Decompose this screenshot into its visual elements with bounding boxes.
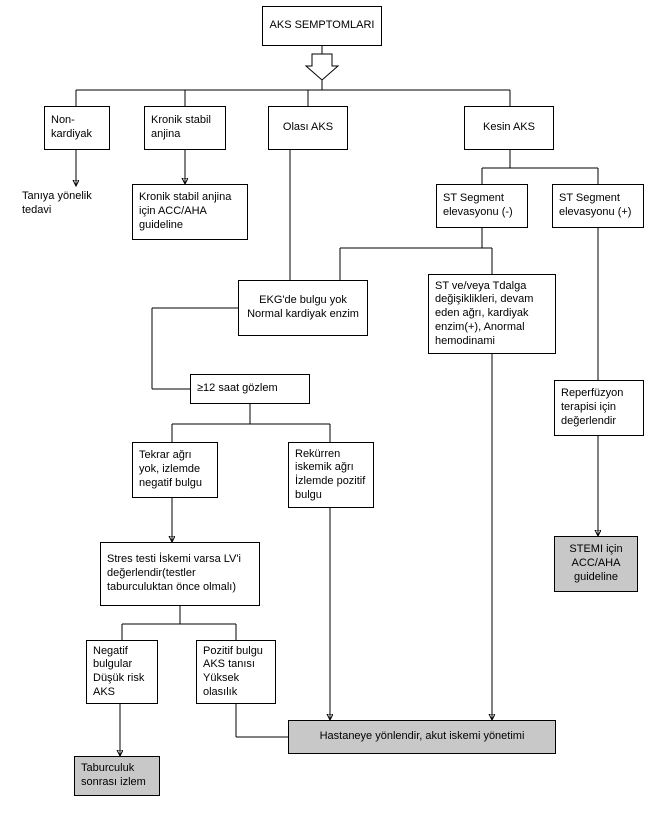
node-kronik-stabil: Kronik stabil anjina xyxy=(144,106,226,150)
node-hastaneye: Hastaneye yönlendir, akut iskemi yönetim… xyxy=(288,720,556,754)
node-stres-testi: Stres testi İskemi varsa LV'i değerlendi… xyxy=(100,542,260,606)
node-gozlem: ≥12 saat gözlem xyxy=(190,374,310,404)
node-rekurren: Rekürren iskemik ağrı İzlemde pozitif bu… xyxy=(288,442,374,508)
node-st-pos: ST Segment elevasyonu (+) xyxy=(552,184,644,228)
node-kronik-guideline: Kronik stabil anjina için ACC/AHA guidel… xyxy=(132,184,248,240)
flowchart-canvas: AKS SEMPTOMLARI Non- kardiyak Kronik sta… xyxy=(0,0,664,828)
node-olasi-aks: Olası AKS xyxy=(268,106,348,150)
node-taniya-yonelik: Tanıya yönelik tedavi xyxy=(22,190,122,218)
node-root: AKS SEMPTOMLARI xyxy=(262,6,382,46)
node-pozitif-bulgu: Pozitif bulgu AKS tanısı Yüksek olasılık xyxy=(196,640,276,704)
node-taburculuk: Taburculuk sonrası izlem xyxy=(74,756,160,796)
node-tekrar-agri: Tekrar ağrı yok, izlemde negatif bulgu xyxy=(132,442,218,498)
node-non-kardiyak: Non- kardiyak xyxy=(44,106,110,150)
node-stemi: STEMI için ACC/AHA guideline xyxy=(554,536,638,592)
node-reperfuzyon: Reperfüzyon terapisi için değerlendir xyxy=(554,380,644,436)
node-ekg-bulgu: EKG'de bulgu yok Normal kardiyak enzim xyxy=(238,280,368,336)
node-st-neg: ST Segment elevasyonu (-) xyxy=(436,184,528,228)
node-negatif-bulgu: Negatif bulgular Düşük risk AKS xyxy=(86,640,158,704)
node-kesin-aks: Kesin AKS xyxy=(464,106,554,150)
node-st-tdalga: ST ve/veya Tdalga değişiklikleri, devam … xyxy=(428,274,556,354)
